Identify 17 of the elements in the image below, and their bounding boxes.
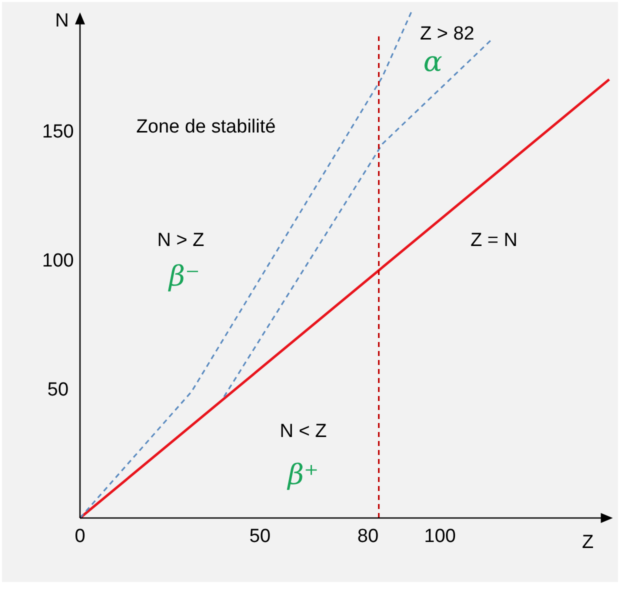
x-tick-label: 100 <box>424 526 456 547</box>
annotation: α <box>423 45 442 78</box>
annotation: β⁺ <box>286 458 319 491</box>
x-tick-label: 0 <box>74 526 86 547</box>
y-axis-title: N <box>55 10 69 32</box>
annotation: β⁻ <box>168 259 200 292</box>
x-axis-title: Z <box>582 532 594 553</box>
y-tick-label: 50 <box>47 380 69 401</box>
y-tick-label: 150 <box>42 122 74 143</box>
y-tick-label: 100 <box>42 250 74 272</box>
x-tick-label: 50 <box>249 526 271 547</box>
annotation: Z > 82 <box>420 24 474 45</box>
annotation: N > Z <box>157 230 205 252</box>
annotation: N < Z <box>280 420 328 442</box>
annotation: Zone de stabilité <box>136 116 276 138</box>
annotation: Z = N <box>470 230 518 252</box>
x-tick-label: 80 <box>357 526 379 547</box>
